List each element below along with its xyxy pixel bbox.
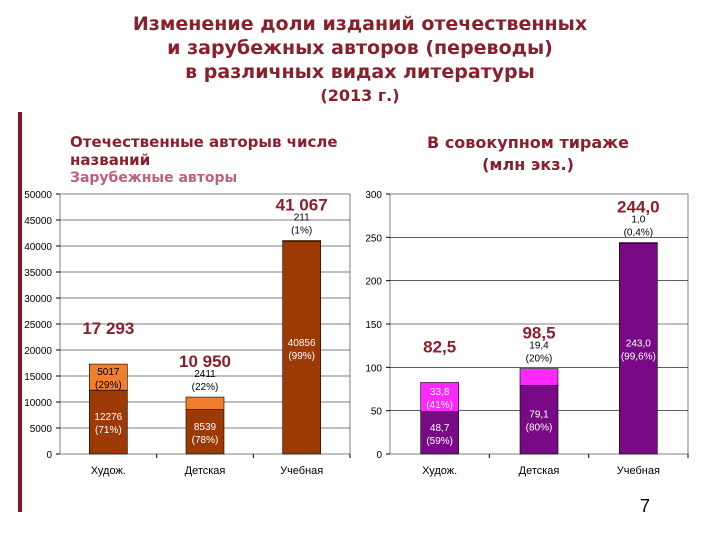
y-tick-label: 5000 — [30, 424, 53, 435]
total-label: 244,0 — [617, 198, 660, 217]
left-heading-line1: Отечественные авторыв числе названий — [70, 133, 338, 169]
bar-foreign — [420, 382, 459, 413]
x-tick-label: Детская — [519, 465, 560, 477]
bar-foreign — [185, 396, 225, 410]
bar-domestic — [519, 385, 559, 455]
data-label: 79,1 — [529, 410, 549, 421]
y-tick-label: 50000 — [24, 190, 52, 201]
title-line-2: и зарубежных авторов (переводы) — [167, 37, 553, 59]
data-label: 1,0 — [631, 215, 645, 226]
right-chart: 0 50 100 150 200 250 300 Худож. 48,7 (59%) 33,8 (41… — [365, 190, 689, 477]
total-label: 10 950 — [179, 352, 231, 371]
data-label: 243,0 — [626, 339, 651, 350]
y-tick-label: 250 — [365, 233, 382, 244]
y-tick-label: 200 — [365, 277, 382, 288]
data-label-percent: (29%) — [95, 380, 122, 391]
y-tick-label: 45000 — [24, 216, 52, 227]
title-line-3: в различных видах литературы — [185, 61, 535, 83]
data-label-percent: (22%) — [192, 382, 219, 393]
y-tick-label: 150 — [365, 320, 382, 331]
total-label: 17 293 — [82, 319, 134, 338]
data-label: 8539 — [194, 422, 217, 433]
data-label: 211 — [294, 212, 310, 223]
data-label-percent: (99%) — [288, 351, 315, 362]
y-tick-label: 30000 — [24, 294, 52, 305]
y-tick-label: 0 — [46, 450, 52, 461]
data-label-percent: (80%) — [526, 423, 553, 434]
x-tick-label: Детская — [185, 465, 226, 477]
data-label: 19,4 — [529, 341, 549, 352]
data-label: 2411 — [194, 369, 216, 380]
y-tick-label: 300 — [365, 190, 382, 201]
right-heading-line1: В совокупном тираже — [427, 133, 629, 152]
data-label-percent: (71%) — [95, 425, 122, 436]
data-label: 48,7 — [430, 423, 450, 434]
bar-domestic — [619, 243, 658, 455]
bar-domestic — [282, 241, 321, 455]
bar-foreign — [619, 242, 658, 244]
y-tick-label: 0 — [376, 450, 382, 461]
y-tick-label: 15000 — [24, 372, 52, 383]
y-tick-label: 25000 — [24, 320, 52, 331]
y-tick-label: 35000 — [24, 268, 52, 279]
x-tick-label: Учебная — [280, 465, 323, 477]
y-tick-label: 40000 — [24, 242, 52, 253]
data-label: 5017 — [97, 367, 120, 378]
data-label: 33,8 — [430, 387, 450, 398]
bar-domestic — [89, 389, 128, 455]
total-label: 82,5 — [423, 338, 456, 357]
x-tick-label: Худож. — [422, 465, 457, 477]
y-tick-label: 10000 — [24, 398, 52, 409]
data-label-percent: (1%) — [291, 225, 312, 236]
x-tick-label: Учебная — [617, 465, 660, 477]
left-heading-line2: Зарубежные авторы — [70, 170, 238, 186]
left-chart: 0 5000 10000 15000 20000 25000 30000 35000 40000… — [24, 190, 351, 477]
left-accent-line — [18, 112, 22, 512]
right-chart-heading: В совокупном тираже (млн экз.) — [378, 132, 678, 176]
data-label: 12276 — [94, 412, 122, 423]
y-tick-label: 20000 — [24, 346, 52, 357]
bar-foreign — [519, 368, 559, 386]
bar-foreign — [89, 363, 128, 391]
right-heading-line2: (млн экз.) — [482, 155, 574, 174]
page-number: 7 — [640, 496, 651, 516]
total-label: 41 067 — [276, 195, 328, 214]
data-label-percent: (0,4%) — [624, 228, 653, 239]
x-tick-label: Худож. — [91, 465, 126, 477]
data-label-percent: (78%) — [192, 435, 219, 446]
title-year: (2013 г.) — [320, 86, 400, 105]
left-chart-heading: Отечественные авторыв числе названий Зар… — [70, 133, 340, 187]
slide-title: Изменение доли изданий отечественных и з… — [0, 12, 720, 108]
title-line-1: Изменение доли изданий отечественных — [132, 13, 588, 35]
total-label: 98,5 — [522, 324, 555, 343]
data-label: 40856 — [288, 338, 316, 349]
data-label-percent: (99,6%) — [621, 352, 656, 363]
data-label-percent: (59%) — [426, 436, 453, 447]
y-tick-label: 100 — [365, 363, 382, 374]
bar-domestic — [420, 411, 459, 455]
bar-foreign — [282, 240, 321, 242]
data-label-percent: (41%) — [426, 400, 453, 411]
data-label-percent: (20%) — [526, 354, 553, 365]
y-tick-label: 50 — [371, 407, 383, 418]
